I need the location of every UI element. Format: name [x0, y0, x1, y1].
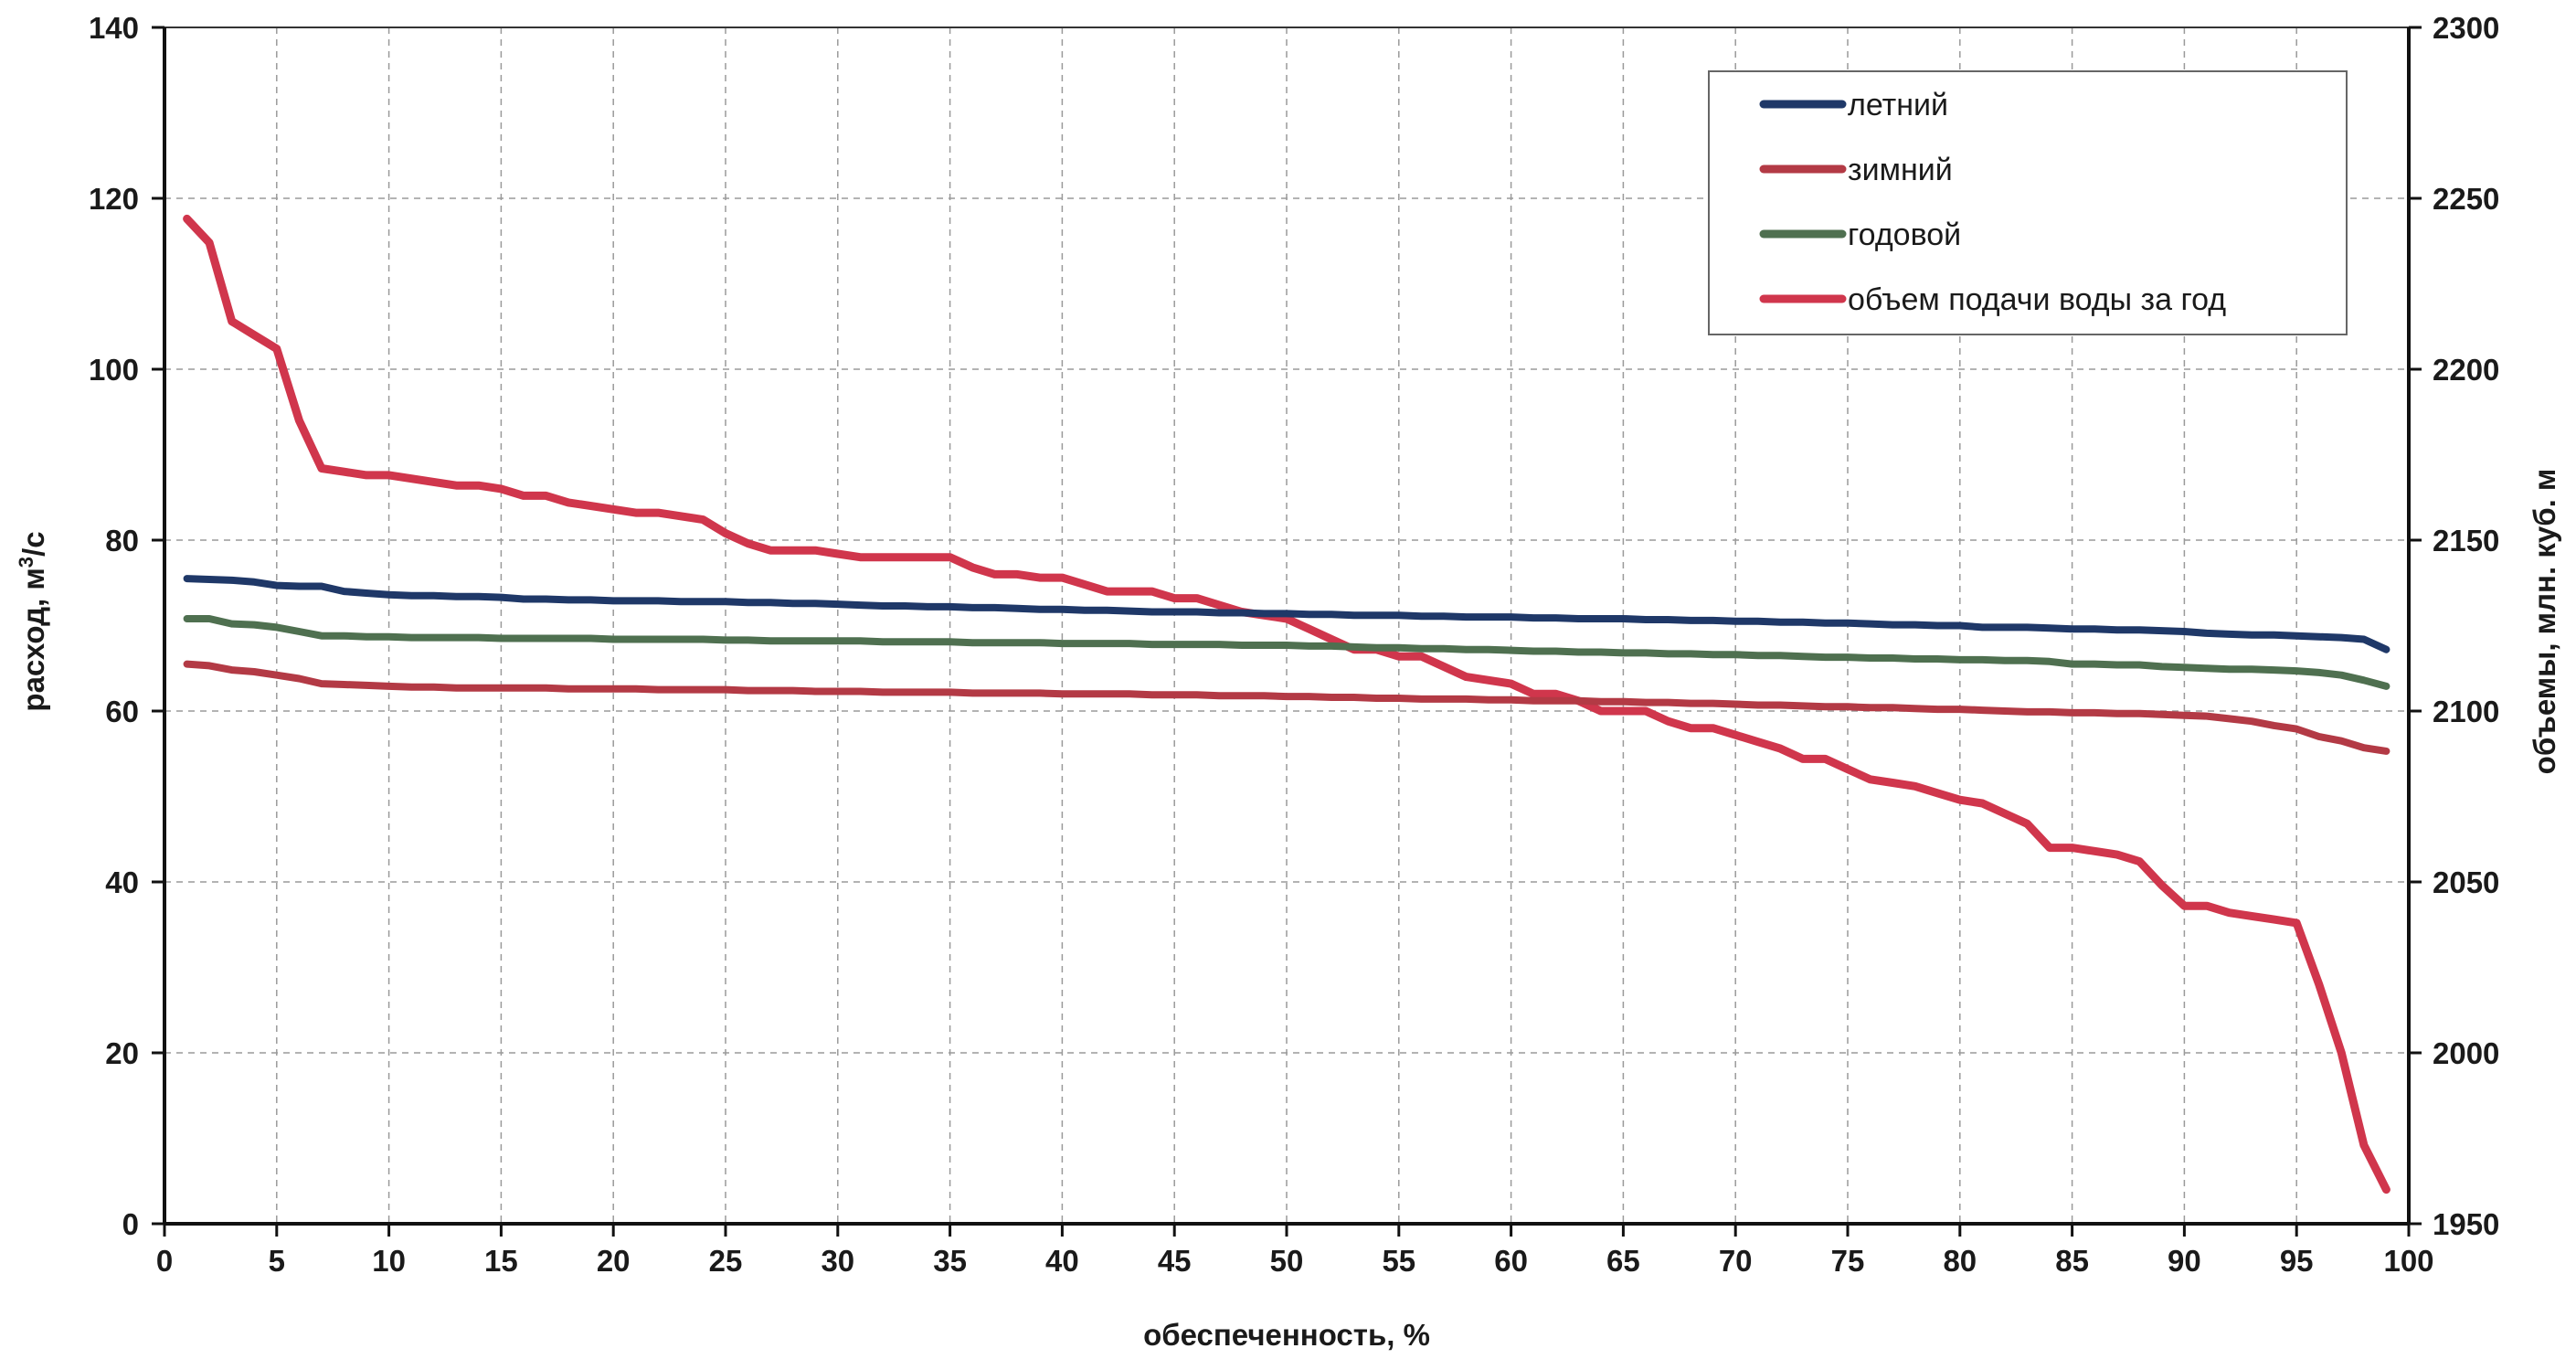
y-right-tick-label: 2050 [2433, 865, 2499, 899]
y-left-tick-label: 20 [105, 1036, 139, 1070]
x-tick-label: 100 [2383, 1244, 2433, 1278]
y-left-axis-title-sup: 3 [15, 557, 37, 568]
y-left-tick-label: 60 [105, 695, 139, 728]
x-tick-label: 0 [156, 1244, 173, 1278]
y-right-axis-title: объемы, млн. куб. м [2528, 469, 2561, 775]
x-tick-label: 35 [933, 1244, 967, 1278]
legend-label: объем подачи воды за год [1848, 282, 2226, 317]
y-left-tick-label: 0 [122, 1207, 139, 1241]
x-tick-label: 65 [1606, 1244, 1640, 1278]
y-left-tick-label: 140 [89, 11, 139, 45]
x-tick-label: 50 [1270, 1244, 1304, 1278]
series-line-0 [183, 575, 2390, 653]
x-tick-label: 60 [1494, 1244, 1528, 1278]
legend-label: летний [1848, 88, 1948, 122]
x-tick-label: 75 [1831, 1244, 1865, 1278]
y-left-tick-label: 100 [89, 353, 139, 387]
x-tick-label: 70 [1719, 1244, 1753, 1278]
x-tick-label: 45 [1158, 1244, 1192, 1278]
x-tick-label: 10 [372, 1244, 406, 1278]
y-right-tick-label: 2250 [2433, 182, 2499, 216]
y-left-axis-title-tail: /с [16, 531, 50, 557]
x-tick-label: 15 [484, 1244, 518, 1278]
legend: летний зимний годовой объем подачи воды за … [1708, 70, 2348, 335]
x-tick-label: 55 [1382, 1244, 1415, 1278]
x-tick-label: 95 [2280, 1244, 2314, 1278]
series-line-3 [183, 214, 2390, 1194]
y-right-tick-label: 2200 [2433, 353, 2499, 387]
x-tick-label: 25 [709, 1244, 743, 1278]
x-tick-label: 5 [269, 1244, 285, 1278]
x-tick-label: 90 [2168, 1244, 2201, 1278]
y-left-tick-label: 40 [105, 865, 139, 899]
y-left-tick-label: 120 [89, 182, 139, 216]
y-right-tick-label: 2300 [2433, 11, 2499, 45]
x-tick-label: 80 [1943, 1244, 1977, 1278]
legend-label: годовой [1848, 218, 1961, 252]
legend-box [1708, 70, 2348, 335]
series-lines [183, 214, 2390, 1194]
y-right-tick-labels: 1950 2000 2050 2100 2150 2200 2250 2300 [2433, 11, 2499, 1241]
x-tick-label: 40 [1045, 1244, 1079, 1278]
series-line-2 [183, 615, 2390, 690]
y-left-tick-labels: 0 20 40 60 80 100 120 140 [89, 11, 139, 1241]
y-left-axis-title: расход, м3/с [15, 531, 50, 711]
y-left-tick-label: 80 [105, 524, 139, 557]
axis-ticks [152, 26, 2422, 1237]
x-tick-label: 85 [2055, 1244, 2089, 1278]
legend-label: зимний [1848, 153, 1953, 187]
y-right-tick-label: 2000 [2433, 1036, 2499, 1070]
legend-items: летний зимний годовой объем подачи воды за … [1759, 88, 2226, 317]
x-tick-label: 20 [597, 1244, 631, 1278]
y-right-tick-label: 2100 [2433, 695, 2499, 728]
y-right-tick-label: 2150 [2433, 524, 2499, 557]
x-axis-title: обеспеченность, % [1143, 1318, 1430, 1352]
y-left-axis-title-main: расход, м [16, 568, 50, 711]
y-right-tick-label: 1950 [2433, 1207, 2499, 1241]
x-tick-labels: 0 5 10 15 20 25 30 35 40 45 50 55 60 65 70 75 80 85 90 95 10… [156, 1244, 2434, 1278]
series-line-1 [183, 660, 2390, 755]
x-tick-label: 30 [821, 1244, 854, 1278]
